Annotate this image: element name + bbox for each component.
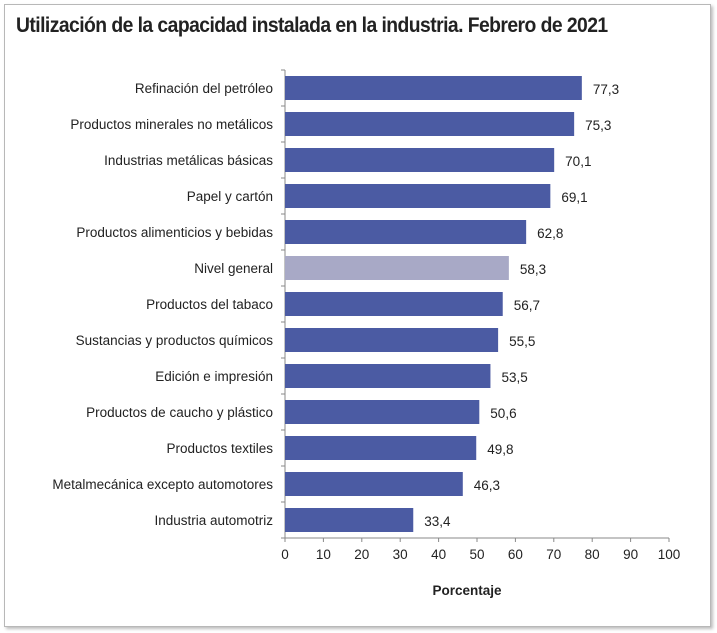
category-label: Refinación del petróleo: [135, 81, 273, 96]
data-label: 49,8: [487, 442, 513, 457]
category-label: Papel y cartón: [187, 189, 273, 204]
bar: [285, 508, 414, 532]
bar: [285, 436, 477, 460]
bar: [285, 148, 555, 172]
x-axis-label: Porcentaje: [432, 583, 502, 598]
category-label: Productos del tabaco: [146, 297, 273, 312]
data-label: 58,3: [520, 262, 546, 277]
bar: [285, 184, 551, 208]
x-tick-label: 20: [354, 547, 369, 562]
bar: [285, 112, 575, 136]
data-label: 75,3: [585, 118, 611, 133]
chart-title: Utilización de la capacidad instalada en…: [16, 14, 608, 37]
bar: [285, 292, 503, 316]
category-label: Productos minerales no metálicos: [70, 117, 273, 132]
x-tick-label: 50: [469, 547, 484, 562]
x-tick-label: 80: [585, 547, 600, 562]
data-label: 62,8: [537, 226, 563, 241]
x-tick-label: 90: [623, 547, 638, 562]
data-label: 46,3: [474, 478, 500, 493]
data-label: 33,4: [424, 514, 451, 529]
x-tick-label: 40: [431, 547, 446, 562]
category-label: Sustancias y productos químicos: [76, 333, 274, 348]
category-label: Nivel general: [194, 261, 273, 276]
data-label: 56,7: [514, 298, 540, 313]
bar: [285, 256, 509, 280]
x-tick-label: 60: [508, 547, 523, 562]
bar: [285, 220, 527, 244]
x-tick-label: 10: [316, 547, 331, 562]
category-label: Industrias metálicas básicas: [104, 153, 273, 168]
bar: [285, 400, 480, 424]
data-label: 55,5: [509, 334, 535, 349]
x-tick-label: 70: [546, 547, 561, 562]
category-label: Productos alimenticios y bebidas: [76, 225, 273, 240]
data-label: 70,1: [565, 154, 591, 169]
data-label: 50,6: [490, 406, 516, 421]
data-label: 69,1: [561, 190, 587, 205]
category-label: Industria automotriz: [154, 513, 273, 528]
x-tick-label: 30: [393, 547, 408, 562]
data-label: 53,5: [501, 370, 527, 385]
x-tick-label: 0: [281, 547, 289, 562]
category-label: Productos textiles: [166, 441, 273, 456]
category-label: Productos de caucho y plástico: [86, 405, 273, 420]
bar: [285, 472, 463, 496]
category-label: Edición e impresión: [155, 369, 273, 384]
bar: [285, 364, 491, 388]
category-label: Metalmecánica excepto automotores: [52, 477, 273, 492]
data-label: 77,3: [593, 82, 619, 97]
bar: [285, 328, 499, 352]
x-tick-label: 100: [658, 547, 681, 562]
bar: [285, 76, 582, 100]
